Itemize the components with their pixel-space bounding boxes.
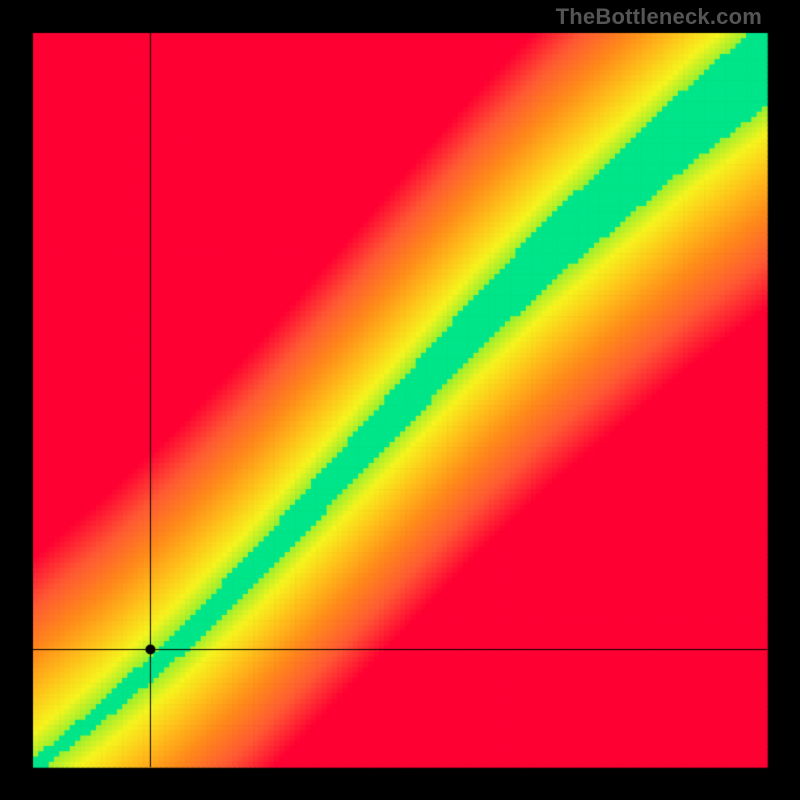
watermark-text: TheBottleneck.com [556, 4, 762, 30]
bottleneck-heatmap [0, 0, 800, 800]
